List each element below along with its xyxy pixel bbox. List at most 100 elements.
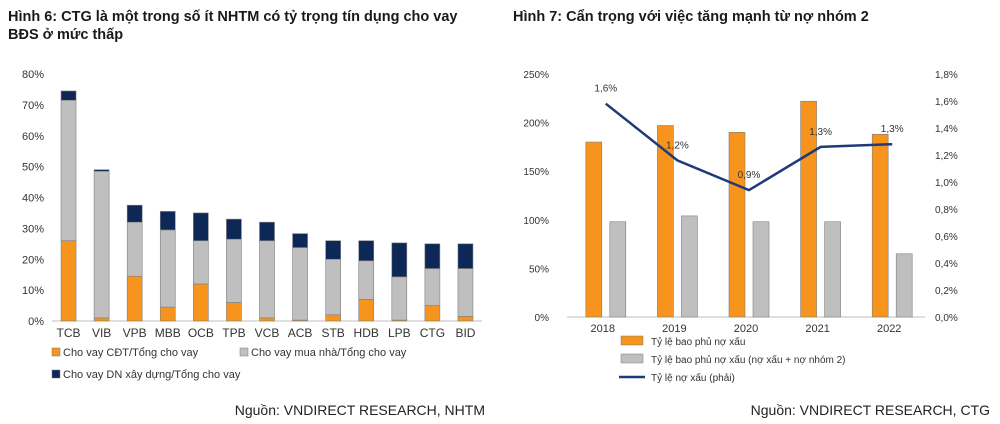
bar — [824, 221, 841, 318]
figure-6-title: Hình 6: CTG là một trong số ít NHTM có t… — [8, 9, 458, 43]
figure-7-title: Hình 7: Cẩn trọng với việc tăng mạnh từ … — [513, 9, 869, 25]
bar-segment — [424, 268, 441, 306]
x-tick-label: LPB — [388, 326, 411, 340]
bar-segment — [93, 169, 110, 172]
legend-label: Cho vay CĐT/Tổng cho vay — [63, 347, 199, 359]
bar-segment — [159, 229, 176, 308]
bar-segment — [292, 247, 308, 321]
y-tick-label: 60% — [22, 131, 44, 143]
bar-segment — [358, 299, 375, 322]
line-data-label: 1,3% — [809, 127, 832, 138]
x-tick-label: MBB — [155, 326, 181, 340]
figure-6-panel: Hình 6: CTG là một trong số ít NHTM có t… — [0, 0, 495, 424]
bar-segment — [325, 240, 341, 260]
legend-label: Tỷ lệ bao phủ nợ xấu (nợ xấu + nợ nhóm 2… — [651, 354, 846, 366]
y2-tick-label: 0,4% — [935, 259, 958, 270]
bar — [681, 215, 698, 318]
bar-segment — [358, 240, 375, 262]
line-data-label: 0,9% — [738, 170, 761, 181]
y-tick-label: 150% — [523, 167, 549, 178]
y-tick-label: 30% — [22, 223, 44, 235]
bar-segment — [159, 211, 176, 231]
legend-swatch — [239, 347, 249, 357]
bar-segment — [391, 276, 408, 321]
y-tick-label: 40% — [22, 193, 44, 205]
legend-swatch — [51, 369, 61, 379]
bar-segment — [126, 275, 143, 322]
y-tick-label: 250% — [523, 70, 549, 81]
figure-7-panel: Hình 7: Cẩn trọng với việc tăng mạnh từ … — [505, 0, 1000, 424]
bar-segment — [193, 212, 209, 242]
bar — [752, 221, 770, 318]
bar-segment — [126, 221, 143, 277]
figure-6-source: Nguồn: VNDIRECT RESEARCH, NHTM — [234, 402, 485, 418]
bar-segment — [391, 242, 408, 278]
bar-segment — [259, 240, 275, 319]
line-series — [605, 102, 893, 192]
bar-segment — [424, 243, 441, 269]
y-tick-label: 200% — [523, 119, 549, 130]
figure-6-chart: 0% 10% 20% 30% 40% 50% 60% 70% 80% TCB VIB VPB MBB OC… — [22, 69, 482, 381]
legend-label: Cho vay DN xây dựng/Tổng cho vay — [63, 369, 241, 381]
x-tick-label: ACB — [288, 326, 313, 340]
bar — [895, 253, 913, 318]
x-tick-label: 2022 — [877, 323, 901, 335]
figure-7-chart: 0% 50% 100% 150% 200% 250% 0,0% 0,2% 0,4% 0,6% 0,8… — [523, 70, 958, 384]
x-tick-label: 2018 — [591, 323, 615, 335]
line-data-label: 1,2% — [666, 140, 689, 151]
bar-segment — [93, 317, 110, 322]
y2-tick-label: 1,2% — [935, 151, 958, 162]
x-tick-label: VCB — [255, 326, 280, 340]
bar-segment — [60, 240, 77, 322]
y-tick-label: 0% — [28, 316, 44, 328]
legend-swatch — [51, 347, 61, 357]
bar — [585, 141, 603, 318]
legend-label: Tỷ lệ bao phủ nợ xấu — [651, 336, 745, 348]
y2-tick-label: 0,6% — [935, 232, 958, 243]
legend-label: Cho vay mua nhà/Tổng cho vay — [251, 347, 407, 359]
bar-segment — [325, 314, 341, 322]
x-tick-label: VPB — [123, 326, 147, 340]
figure-7-source: Nguồn: VNDIRECT RESEARCH, CTG — [750, 402, 990, 418]
line-data-label: 1,3% — [881, 124, 904, 135]
y2-tick-label: 0,2% — [935, 286, 958, 297]
y2-tick-label: 1,0% — [935, 178, 958, 189]
bar-segment — [193, 240, 209, 285]
bar-segment — [193, 283, 209, 322]
x-tick-label: CTG — [420, 326, 445, 340]
x-tick-label: OCB — [188, 326, 214, 340]
y2-tick-label: 1,4% — [935, 124, 958, 135]
bar-segment — [358, 260, 375, 300]
x-tick-label: HDB — [354, 326, 379, 340]
y-tick-label: 100% — [523, 216, 549, 227]
y-tick-label: 0% — [535, 313, 550, 324]
bar-segment — [457, 243, 474, 269]
bar-segment — [325, 258, 341, 316]
x-tick-label: 2020 — [734, 323, 758, 335]
x-tick-label: TPB — [222, 326, 245, 340]
bar — [728, 132, 746, 318]
y-tick-label: 50% — [529, 264, 549, 275]
bar — [871, 133, 889, 318]
bar-segment — [292, 233, 308, 248]
x-tick-label: 2019 — [662, 323, 686, 335]
bar-segment — [424, 305, 441, 322]
bar-segment — [259, 221, 275, 242]
x-tick-label: BID — [455, 326, 475, 340]
bar-segment — [93, 170, 110, 319]
legend-swatch — [620, 335, 644, 346]
line-data-label: 1,6% — [594, 84, 617, 95]
bar-segment — [60, 99, 77, 242]
x-tick-label: TCB — [57, 326, 81, 340]
y-tick-label: 10% — [22, 285, 44, 297]
y2-tick-label: 0,0% — [935, 313, 958, 324]
bar-segment — [126, 204, 143, 223]
bar-segment — [457, 268, 474, 317]
bar-segment — [60, 90, 77, 101]
y2-tick-label: 0,8% — [935, 205, 958, 216]
bar-segment — [226, 218, 242, 240]
y-tick-label: 20% — [22, 254, 44, 266]
legend-label: Tỷ lệ nợ xấu (phải) — [651, 372, 735, 384]
x-tick-label: STB — [321, 326, 344, 340]
bar — [609, 221, 627, 318]
